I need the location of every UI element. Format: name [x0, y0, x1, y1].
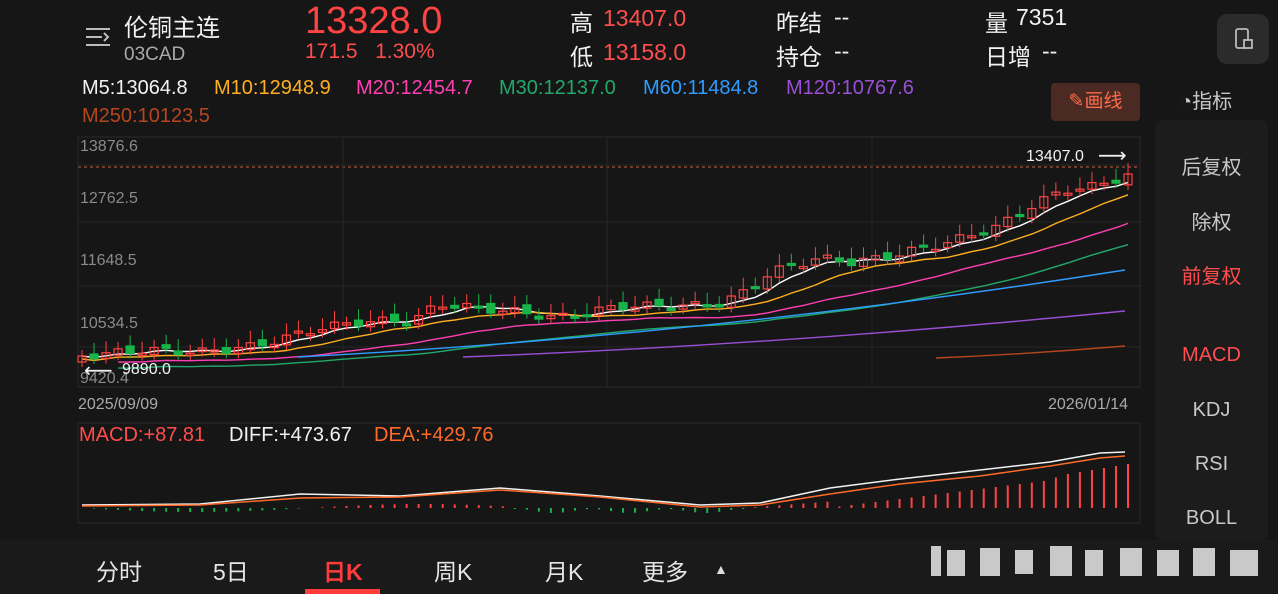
daily-increase-label: 日增: [985, 44, 1031, 70]
low-label: 低: [570, 44, 593, 70]
kline-chart[interactable]: [0, 0, 1150, 540]
chart-grid: [77, 136, 1141, 524]
adjust-post[interactable]: 后复权: [1181, 157, 1242, 179]
caret-up-icon[interactable]: ▲: [714, 561, 728, 577]
daily-increase-value: --: [1042, 38, 1058, 64]
ma120-label: M120:10767.6: [786, 77, 914, 99]
ma60-label: M60:11484.8: [643, 77, 759, 99]
dea-value: DEA:+429.76: [374, 424, 494, 446]
tab-more[interactable]: 更多: [642, 559, 688, 585]
phone-icon: [1235, 28, 1253, 49]
instrument-title: 伦铜主连: [124, 15, 220, 42]
ma30-label: M30:12137.0: [499, 77, 616, 99]
end-date: 2026/01/14: [1048, 396, 1129, 413]
candles: [77, 163, 1133, 367]
y-tick-1: 12762.5: [80, 190, 138, 207]
indicator-boll[interactable]: BOLL: [1185, 507, 1238, 529]
ma20-label: M20:12454.7: [356, 77, 473, 99]
tab-daily-k[interactable]: 日K: [323, 559, 363, 585]
watermark: [925, 540, 1270, 584]
tab-weekly-k[interactable]: 周K: [434, 559, 473, 585]
volume-value: 7351: [1016, 4, 1068, 30]
price-change: 171.5 1.30%: [305, 40, 435, 64]
change-abs: 171.5: [305, 40, 358, 63]
high-label: 高: [570, 10, 593, 36]
y-tick-0: 13876.6: [80, 138, 138, 155]
macd-panel: [81, 451, 1129, 513]
open-interest-label: 持仓: [776, 44, 822, 70]
max-arrow-icon: ⟶: [1098, 145, 1127, 167]
ma10-label: M10:12948.9: [214, 77, 331, 99]
prev-settle-label: 昨结: [776, 10, 822, 36]
change-pct: 1.30%: [375, 40, 435, 63]
last-price: 13328.0: [305, 0, 443, 42]
volume-label: 量: [985, 10, 1008, 36]
adjust-pre[interactable]: 前复权: [1181, 266, 1242, 288]
y-tick-3: 10534.5: [80, 315, 138, 332]
indicator-rsi[interactable]: RSI: [1194, 453, 1229, 475]
high-value: 13407.0: [603, 5, 687, 31]
ma5-label: M5:13064.8: [82, 77, 188, 99]
adjust-ex-right[interactable]: 除权: [1191, 212, 1232, 234]
tab-monthly-k[interactable]: 月K: [545, 559, 584, 585]
instrument-code: 03CAD: [124, 44, 186, 65]
indicator-macd[interactable]: MACD: [1182, 344, 1241, 366]
landscape-toggle-button[interactable]: [1217, 14, 1269, 64]
low-value: 13158.0: [603, 39, 687, 65]
start-date: 2025/09/09: [78, 396, 159, 413]
max-price-label: 13407.0: [1026, 148, 1084, 165]
active-tab-indicator: [305, 589, 380, 594]
diff-value: DIFF:+473.67: [229, 424, 352, 446]
gauge-icon: ◔: [1180, 91, 1193, 113]
min-price-label: 9890.0: [122, 361, 171, 378]
open-interest-value: --: [834, 38, 850, 64]
min-arrow-icon: ⟵: [84, 360, 113, 382]
macd-value: MACD:+87.81: [79, 424, 206, 446]
tab-intraday[interactable]: 分时: [96, 559, 142, 585]
draw-line-button[interactable]: ✎画线: [1051, 83, 1140, 121]
y-tick-2: 11648.5: [80, 252, 137, 269]
indicator-button[interactable]: ◔指标: [1180, 91, 1233, 113]
pencil-icon: ✎: [1068, 91, 1085, 112]
indicator-kdj[interactable]: KDJ: [1192, 399, 1231, 421]
tab-5day[interactable]: 5日: [213, 559, 249, 585]
side-panel: [1155, 120, 1268, 540]
prev-settle-value: --: [834, 4, 850, 30]
ma-lines: [81, 181, 1129, 369]
menu-icon[interactable]: [84, 24, 112, 50]
ma250-label: M250:10123.5: [82, 105, 210, 127]
y-tick-4: 9420.4: [80, 370, 129, 387]
